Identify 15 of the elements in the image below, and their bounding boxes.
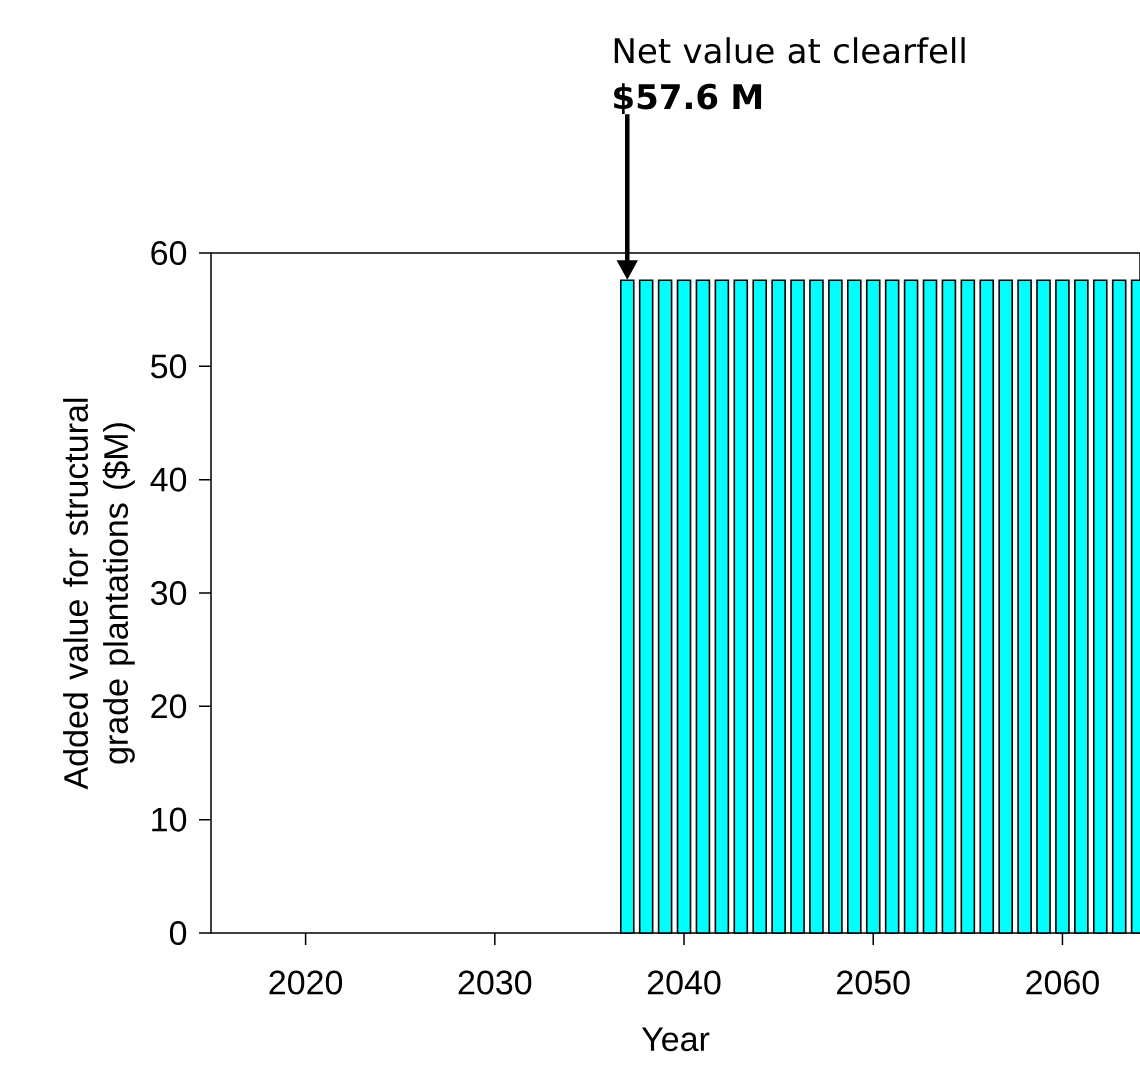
- y-tick-label: 60: [151, 240, 187, 266]
- x-tick-label: 2060: [1026, 970, 1099, 995]
- x-axis-title: Year: [641, 1027, 710, 1052]
- x-tick-label: 2030: [458, 970, 532, 995]
- y-tick-label: 40: [150, 467, 187, 492]
- y-tick-label: 20: [151, 694, 187, 719]
- y-tick-label: 0: [169, 920, 187, 946]
- y-tick-label: 50: [151, 354, 187, 379]
- y-axis-title: Added value for structural grade plantations ($M): [63, 398, 135, 790]
- x-tick-label: 2020: [269, 970, 343, 995]
- y-tick-label: 10: [152, 807, 187, 832]
- text: Net value at clearfell $57.6 M: [614, 37, 965, 114]
- x-tick-label: 2050: [837, 970, 910, 995]
- y-tick-label: 30: [150, 580, 187, 606]
- x-tick-label: 2040: [647, 970, 721, 995]
